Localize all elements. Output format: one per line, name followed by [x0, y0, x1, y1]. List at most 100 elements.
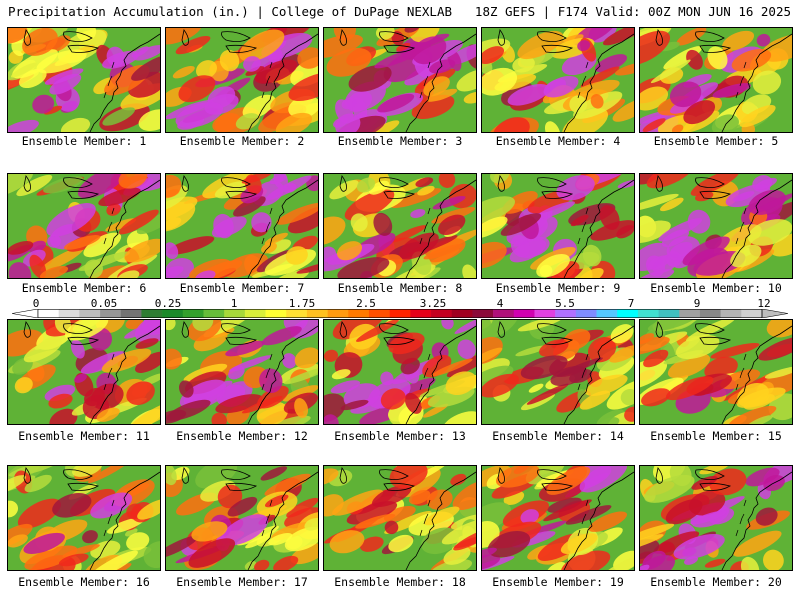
colorbar-swatch	[245, 309, 266, 318]
model-run-info: 18Z GEFS | F174 Valid: 00Z MON JUN 16 20…	[475, 4, 791, 19]
precip-field	[640, 466, 792, 570]
colorbar-swatch	[328, 309, 349, 318]
colorbar-swatch	[679, 309, 700, 318]
colorbar-swatch	[183, 309, 204, 318]
ensemble-member-label: Ensemble Member: 2	[163, 134, 321, 148]
ensemble-member-label: Ensemble Member: 18	[321, 575, 479, 589]
colorbar-swatch	[617, 309, 638, 318]
colorbar-swatch	[162, 309, 183, 318]
colorbar-swatch	[514, 309, 535, 318]
ensemble-member-map	[481, 465, 635, 571]
ensemble-member-label: Ensemble Member: 20	[637, 575, 795, 589]
ensemble-member-map	[481, 173, 635, 279]
precip-field	[8, 466, 160, 570]
colorbar-swatch	[369, 309, 390, 318]
colorbar-swatch	[452, 309, 473, 318]
colorbar-swatch	[493, 309, 514, 318]
map-title: Precipitation Accumulation (in.) | Colle…	[8, 4, 452, 19]
precip-field	[166, 28, 318, 132]
precip-field	[8, 174, 160, 278]
colorbar-swatch	[659, 309, 680, 318]
ensemble-member-map	[639, 319, 793, 425]
precip-field	[482, 28, 634, 132]
ensemble-member-map	[323, 173, 477, 279]
colorbar-min-arrow	[12, 309, 38, 318]
ensemble-member-map	[323, 319, 477, 425]
colorbar-swatch	[266, 309, 287, 318]
ensemble-member-label: Ensemble Member: 16	[5, 575, 163, 589]
precip-field	[640, 28, 792, 132]
ensemble-member-label: Ensemble Member: 1	[5, 134, 163, 148]
colorbar-swatch	[203, 309, 224, 318]
colorbar-swatch	[534, 309, 555, 318]
ensemble-member-label: Ensemble Member: 15	[637, 429, 795, 443]
ensemble-member-map	[323, 27, 477, 133]
ensemble-member-map	[481, 27, 635, 133]
ensemble-member-map	[639, 173, 793, 279]
colorbar-swatch	[121, 309, 142, 318]
precip-field	[166, 466, 318, 570]
ensemble-member-label: Ensemble Member: 11	[5, 429, 163, 443]
colorbar-swatch	[638, 309, 659, 318]
ensemble-member-map	[165, 465, 319, 571]
ensemble-member-label: Ensemble Member: 10	[637, 281, 795, 295]
colorbar-swatch	[700, 309, 721, 318]
precip-field	[8, 320, 160, 424]
precip-field	[482, 466, 634, 570]
ensemble-member-label: Ensemble Member: 4	[479, 134, 637, 148]
precip-field	[640, 320, 792, 424]
ensemble-member-map	[7, 319, 161, 425]
colorbar-swatch	[348, 309, 369, 318]
precip-field	[324, 320, 476, 424]
ensemble-member-map	[7, 465, 161, 571]
colorbar-swatch	[286, 309, 307, 318]
precip-field	[482, 174, 634, 278]
colorbar-swatch	[721, 309, 742, 318]
colorbar-swatch	[431, 309, 452, 318]
ensemble-member-label: Ensemble Member: 5	[637, 134, 795, 148]
ensemble-member-label: Ensemble Member: 6	[5, 281, 163, 295]
ensemble-member-label: Ensemble Member: 7	[163, 281, 321, 295]
precip-field	[324, 174, 476, 278]
precip-field	[8, 28, 160, 132]
precip-field	[166, 174, 318, 278]
ensemble-member-map	[481, 319, 635, 425]
colorbar-swatch	[307, 309, 328, 318]
colorbar-max-arrow	[762, 309, 788, 318]
colorbar-swatch	[576, 309, 597, 318]
colorbar-swatch	[38, 309, 59, 318]
ensemble-member-map	[639, 465, 793, 571]
ensemble-member-label: Ensemble Member: 3	[321, 134, 479, 148]
colorbar-swatch	[79, 309, 100, 318]
ensemble-member-map	[165, 27, 319, 133]
ensemble-member-map	[165, 319, 319, 425]
precip-field	[640, 174, 792, 278]
colorbar-swatch	[472, 309, 493, 318]
ensemble-member-label: Ensemble Member: 17	[163, 575, 321, 589]
ensemble-member-label: Ensemble Member: 9	[479, 281, 637, 295]
colorbar-swatch	[141, 309, 162, 318]
ensemble-member-label: Ensemble Member: 14	[479, 429, 637, 443]
colorbar-swatch	[59, 309, 80, 318]
colorbar-swatch	[224, 309, 245, 318]
ensemble-member-map	[7, 27, 161, 133]
ensemble-member-map	[165, 173, 319, 279]
colorbar-swatch	[390, 309, 411, 318]
precip-field	[166, 320, 318, 424]
ensemble-member-map	[639, 27, 793, 133]
ensemble-member-map	[323, 465, 477, 571]
colorbar-swatch	[100, 309, 121, 318]
precip-field	[482, 320, 634, 424]
ensemble-member-map	[7, 173, 161, 279]
ensemble-member-label: Ensemble Member: 13	[321, 429, 479, 443]
colorbar-swatch	[555, 309, 576, 318]
precip-field	[324, 466, 476, 570]
ensemble-member-label: Ensemble Member: 8	[321, 281, 479, 295]
precipitation-colorbar	[12, 309, 788, 318]
ensemble-member-label: Ensemble Member: 12	[163, 429, 321, 443]
colorbar-swatch	[410, 309, 431, 318]
precip-field	[324, 28, 476, 132]
colorbar-swatch	[597, 309, 618, 318]
colorbar-swatch	[741, 309, 762, 318]
ensemble-member-label: Ensemble Member: 19	[479, 575, 637, 589]
